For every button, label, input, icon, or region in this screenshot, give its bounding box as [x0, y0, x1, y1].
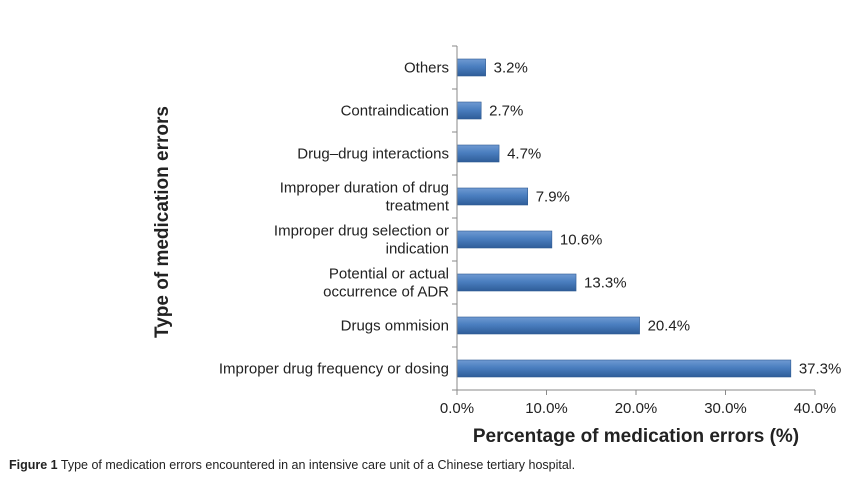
y-axis-title: Type of medication errors	[152, 106, 173, 338]
figure-caption: Figure 1 Type of medication errors encou…	[9, 458, 575, 472]
category-label-1: Drugs ommision	[341, 318, 449, 335]
bar-1	[456, 316, 640, 335]
category-label-4: Improper duration of drug treatment	[280, 180, 450, 215]
x-axis-title: Percentage of medication errors (%)	[473, 426, 799, 447]
figure-caption-label: Figure 1	[9, 458, 58, 472]
value-label-1: 20.4%	[648, 318, 691, 335]
category-label-6-line-0: Contraindication	[341, 103, 449, 120]
bar-4	[456, 187, 529, 206]
bar-3	[456, 230, 553, 249]
category-label-2-line-1: occurrence of ADR	[323, 284, 449, 301]
category-label-4-line-1: treatment	[386, 198, 450, 215]
value-label-7: 3.2%	[494, 60, 528, 77]
figure-caption-text: Type of medication errors encountered in…	[60, 458, 576, 472]
category-label-4-line-0: Improper duration of drug	[280, 180, 449, 197]
bar-5	[456, 144, 500, 163]
x-tick-label-4: 40.0%	[794, 400, 837, 417]
category-label-2-line-0: Potential or actual	[329, 266, 449, 283]
category-label-5: Drug–drug interactions	[297, 146, 449, 163]
category-label-0-line-0: Improper drug frequency or dosing	[219, 361, 449, 378]
x-tick-label-1: 10.0%	[525, 400, 568, 417]
category-label-6: Contraindication	[341, 103, 449, 120]
category-label-3: Improper drug selection or indication	[274, 223, 449, 258]
bar-7	[456, 58, 486, 77]
category-label-7-line-0: Others	[404, 60, 449, 77]
category-label-2: Potential or actual occurrence of ADR	[323, 266, 449, 301]
value-label-2: 13.3%	[584, 275, 627, 292]
category-label-5-line-0: Drug–drug interactions	[297, 146, 449, 163]
value-label-3: 10.6%	[560, 232, 603, 249]
x-tick-label-2: 20.0%	[615, 400, 658, 417]
x-tick-label-0: 0.0%	[440, 400, 474, 417]
value-label-6: 2.7%	[489, 103, 523, 120]
category-label-7: Others	[404, 60, 449, 77]
value-label-4: 7.9%	[536, 189, 570, 206]
category-label-1-line-0: Drugs ommision	[341, 318, 449, 335]
value-label-0: 37.3%	[799, 361, 842, 378]
bar-0	[456, 359, 792, 378]
x-tick-label-3: 30.0%	[704, 400, 747, 417]
bar-6	[456, 101, 482, 120]
category-label-0: Improper drug frequency or dosing	[219, 361, 449, 378]
category-label-3-line-1: indication	[386, 241, 449, 258]
bar-2	[456, 273, 577, 292]
value-label-5: 4.7%	[507, 146, 541, 163]
category-label-3-line-0: Improper drug selection or	[274, 223, 449, 240]
